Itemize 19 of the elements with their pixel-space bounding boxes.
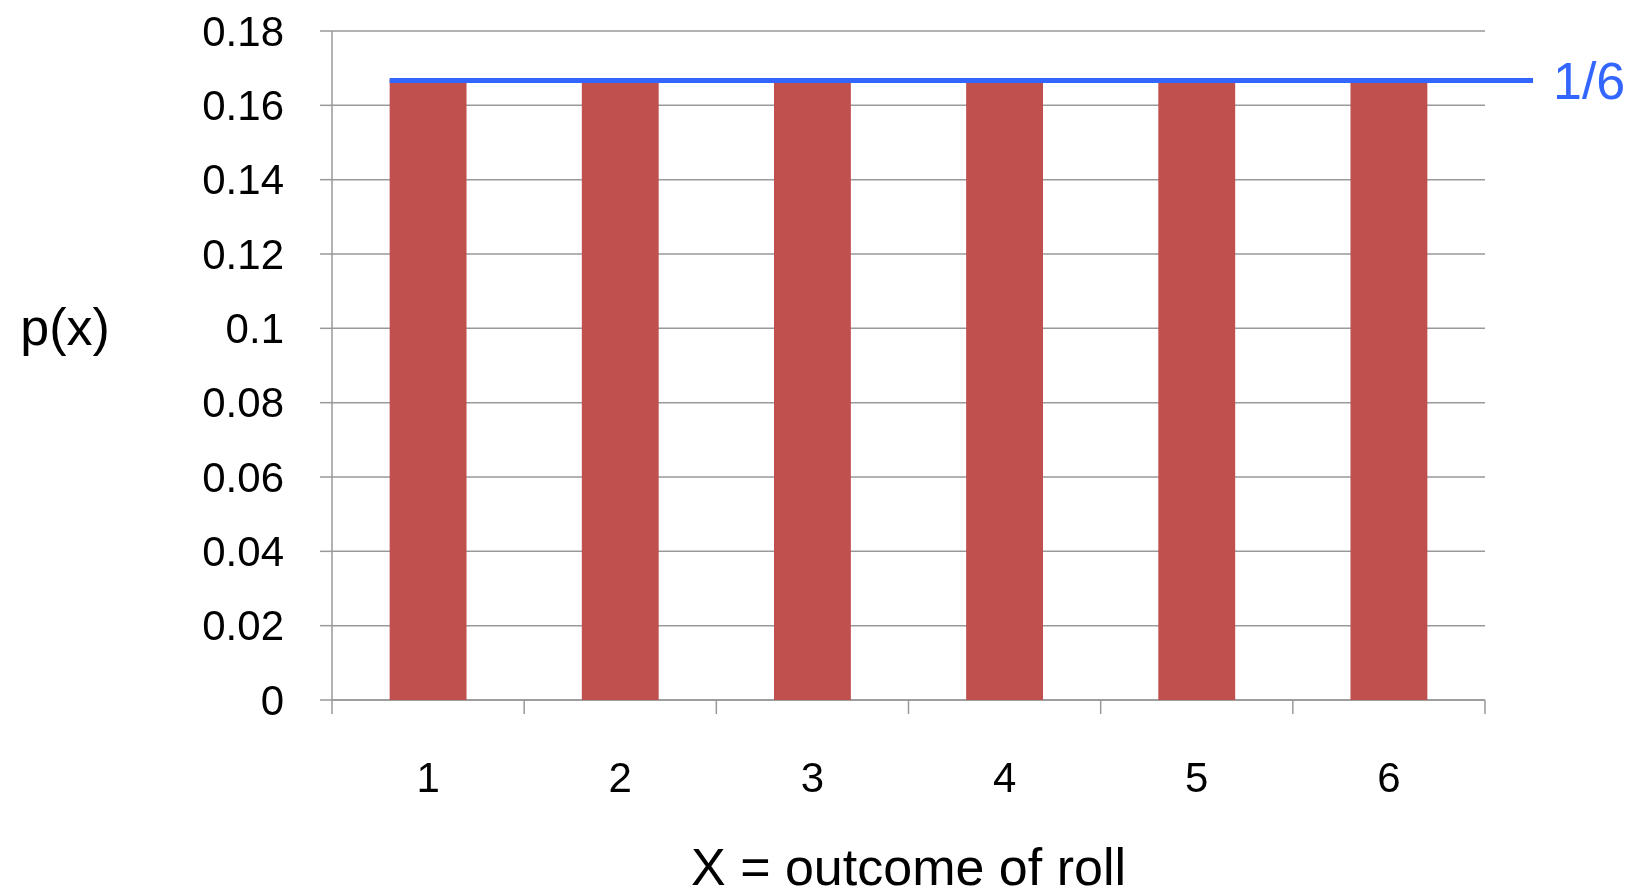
x-tick-label: 4 bbox=[992, 754, 1017, 801]
x-tick-label: 1 bbox=[416, 754, 440, 801]
x-tick-label: 6 bbox=[1377, 754, 1401, 801]
y-tick-label: 0 bbox=[260, 676, 284, 724]
y-tick-label: 0.18 bbox=[202, 7, 284, 55]
x-tick-label: 5 bbox=[1185, 754, 1209, 801]
y-tick-label: 0.12 bbox=[202, 230, 284, 278]
x-axis-title: X = outcome of roll bbox=[691, 838, 1126, 892]
y-axis-title: p(x) bbox=[20, 298, 110, 356]
y-tick-label: 0.08 bbox=[202, 379, 284, 427]
x-tick-label: 3 bbox=[800, 754, 825, 801]
x-tick-label: 2 bbox=[608, 754, 632, 801]
y-tick-label: 0.04 bbox=[202, 528, 284, 576]
y-tick-label: 0.1 bbox=[225, 305, 284, 353]
text: 1/6 bbox=[1553, 51, 1626, 110]
y-tick-label: 0.02 bbox=[202, 602, 284, 650]
y-tick-label: 0.14 bbox=[202, 156, 284, 204]
y-tick-label: 0.16 bbox=[202, 82, 284, 130]
y-tick-label: 0.06 bbox=[202, 453, 284, 501]
